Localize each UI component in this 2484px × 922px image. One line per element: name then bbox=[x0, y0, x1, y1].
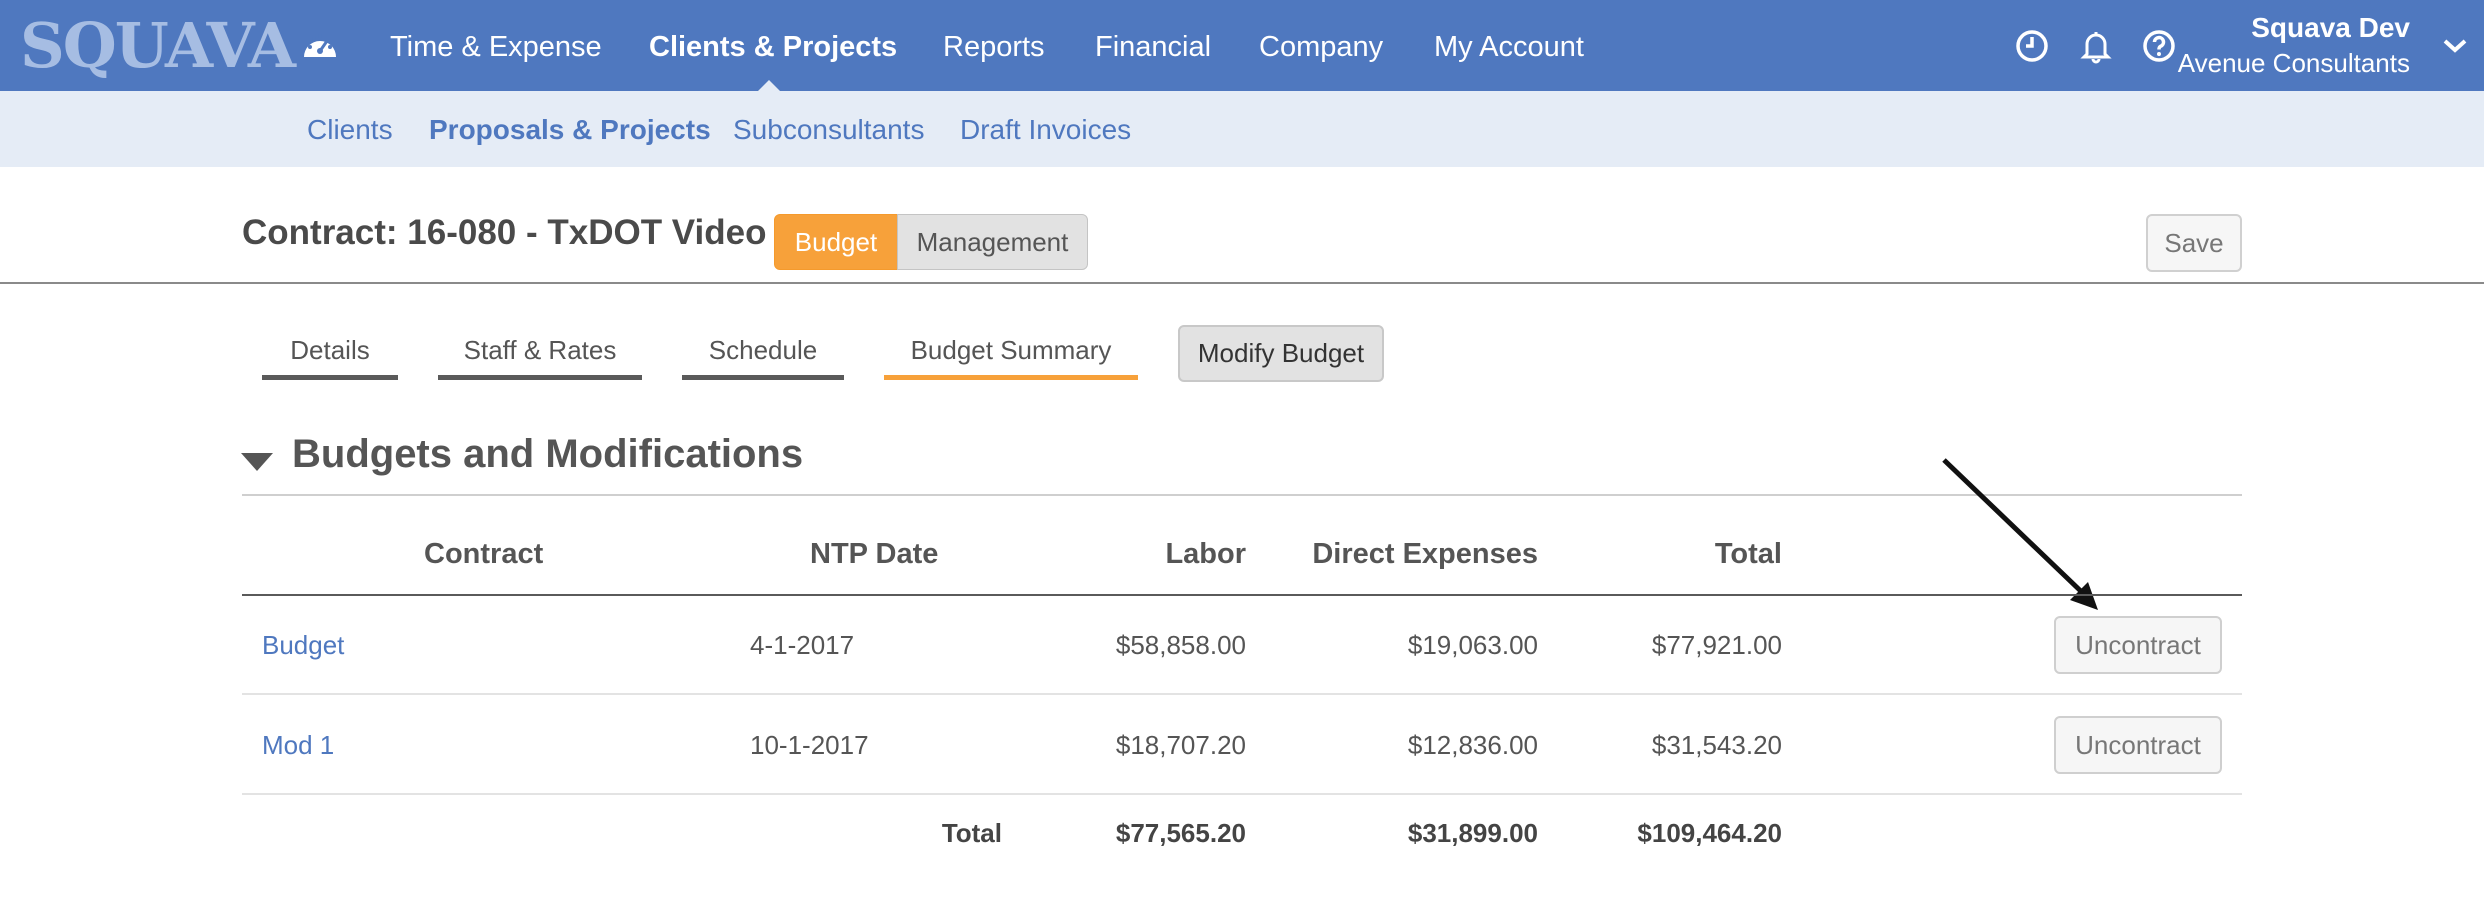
squava-logo[interactable]: SQUAVA bbox=[20, 9, 296, 82]
nav-financial[interactable]: Financial bbox=[1095, 31, 1212, 63]
row-divider bbox=[242, 693, 2242, 695]
budget-toggle-button[interactable]: Budget bbox=[774, 214, 898, 270]
subnav-clients[interactable]: Clients bbox=[307, 114, 393, 145]
clock-icon[interactable] bbox=[2014, 28, 2050, 64]
annotation-arrow-icon bbox=[1942, 458, 2098, 610]
dashboard-icon[interactable] bbox=[300, 27, 340, 63]
total-cell: $31,543.20 bbox=[1651, 730, 1782, 760]
help-icon[interactable] bbox=[2141, 28, 2177, 64]
tab-budget-summary[interactable]: Budget Summary bbox=[884, 330, 1138, 380]
subnav-subconsultants[interactable]: Subconsultants bbox=[733, 114, 925, 145]
direct-expenses-cell: $19,063.00 bbox=[1407, 630, 1538, 660]
ntp-date-cell: 4-1-2017 bbox=[750, 630, 855, 660]
tab-schedule[interactable]: Schedule bbox=[682, 330, 844, 380]
contract-link[interactable]: Mod 1 bbox=[262, 730, 335, 760]
sub-navigation-bar: Clients Proposals & Projects Subconsulta… bbox=[0, 91, 2484, 167]
user-name[interactable]: Squava Dev bbox=[2251, 12, 2410, 43]
section-divider bbox=[242, 494, 2242, 496]
nav-time-expense[interactable]: Time & Expense bbox=[390, 31, 602, 63]
tab-staff-rates[interactable]: Staff & Rates bbox=[438, 330, 642, 380]
subnav-draft-invoices[interactable]: Draft Invoices bbox=[960, 114, 1132, 145]
active-nav-indicator bbox=[758, 80, 780, 91]
contract-link[interactable]: Budget bbox=[262, 630, 345, 660]
modify-budget-button[interactable]: Modify Budget bbox=[1178, 325, 1384, 382]
chevron-down-icon[interactable] bbox=[2442, 38, 2468, 54]
header-divider bbox=[0, 282, 2484, 284]
total-labor-cell: $77,565.20 bbox=[1115, 818, 1246, 848]
column-header-total: Total bbox=[1714, 538, 1782, 570]
save-button[interactable]: Save bbox=[2146, 214, 2242, 272]
bell-icon[interactable] bbox=[2078, 28, 2114, 64]
direct-expenses-cell: $12,836.00 bbox=[1407, 730, 1538, 760]
column-header-direct-expenses: Direct Expenses bbox=[1312, 538, 1538, 570]
management-toggle-button[interactable]: Management bbox=[897, 214, 1088, 270]
tab-details[interactable]: Details bbox=[262, 330, 398, 380]
nav-company[interactable]: Company bbox=[1259, 31, 1384, 63]
nav-clients-projects[interactable]: Clients & Projects bbox=[649, 31, 898, 63]
labor-cell: $58,858.00 bbox=[1115, 630, 1246, 660]
contract-title: Contract: 16-080 - TxDOT Video bbox=[242, 213, 767, 252]
total-cell: $77,921.00 bbox=[1651, 630, 1782, 660]
top-navigation-bar: SQUAVA Time & Expense Clients & Projects… bbox=[0, 0, 2484, 91]
uncontract-button[interactable]: Uncontract bbox=[2054, 716, 2222, 774]
column-header-contract: Contract bbox=[424, 538, 544, 570]
ntp-date-cell: 10-1-2017 bbox=[750, 730, 869, 760]
labor-cell: $18,707.20 bbox=[1115, 730, 1246, 760]
totals-label: Total bbox=[941, 818, 1002, 848]
user-company[interactable]: Avenue Consultants bbox=[2177, 48, 2410, 78]
section-title: Budgets and Modifications bbox=[292, 432, 804, 476]
subnav-proposals-projects[interactable]: Proposals & Projects bbox=[429, 114, 711, 145]
total-direct-expenses-cell: $31,899.00 bbox=[1407, 818, 1538, 848]
column-header-labor: Labor bbox=[1165, 538, 1246, 570]
row-divider bbox=[242, 793, 2242, 795]
column-header-ntp-date: NTP Date bbox=[810, 538, 939, 570]
uncontract-button[interactable]: Uncontract bbox=[2054, 616, 2222, 674]
collapse-caret-icon[interactable] bbox=[241, 453, 273, 471]
nav-my-account[interactable]: My Account bbox=[1434, 31, 1584, 63]
nav-reports[interactable]: Reports bbox=[943, 31, 1045, 63]
table-header-divider bbox=[242, 594, 2242, 596]
grand-total-cell: $109,464.20 bbox=[1637, 818, 1782, 848]
